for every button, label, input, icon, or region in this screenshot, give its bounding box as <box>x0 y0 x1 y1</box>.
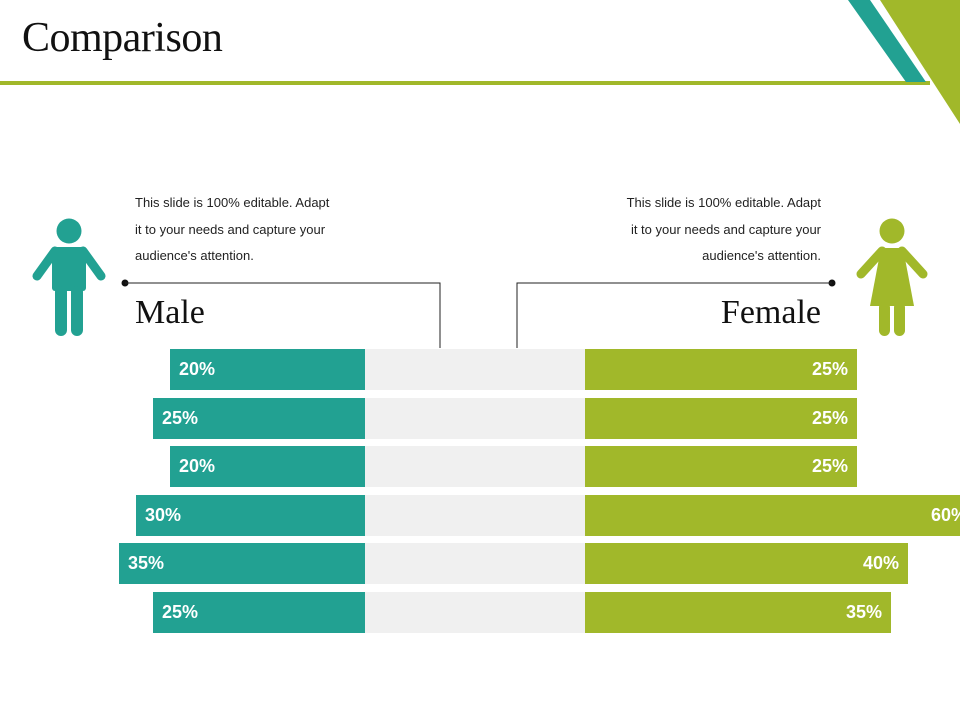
corner-green-triangle <box>880 0 960 124</box>
male-description: This slide is 100% editable. Adapt it to… <box>135 190 375 270</box>
right-connector-line <box>516 282 832 348</box>
male-heading: Male <box>135 294 205 331</box>
female-bar: 25% <box>585 349 857 390</box>
center-track <box>365 495 585 536</box>
female-description-line: it to your needs and capture your <box>630 221 821 237</box>
female-description: This slide is 100% editable. Adapt it to… <box>581 190 821 270</box>
male-bar: 25% <box>153 592 365 633</box>
center-track <box>365 398 585 439</box>
female-bar-label: 40% <box>862 553 899 573</box>
center-track <box>365 349 585 390</box>
female-bar: 25% <box>585 398 857 439</box>
center-track <box>365 543 585 584</box>
female-description-line: This slide is 100% editable. Adapt <box>626 195 821 210</box>
male-bar: 30% <box>136 495 365 536</box>
male-bar-label: 25% <box>162 408 199 428</box>
male-bar: 20% <box>170 349 365 390</box>
male-bar-label: 20% <box>179 456 216 476</box>
female-bar-label: 25% <box>811 456 848 476</box>
center-track <box>365 446 585 487</box>
female-bar-label: 25% <box>811 408 848 428</box>
male-bar-label: 35% <box>128 553 165 573</box>
male-bar-label: 30% <box>145 505 182 525</box>
female-heading: Female <box>720 294 821 331</box>
female-bar-label: 25% <box>811 359 848 379</box>
male-bar-label: 20% <box>179 359 216 379</box>
male-description-line: This slide is 100% editable. Adapt <box>135 195 330 210</box>
female-bar: 40% <box>585 543 908 584</box>
page-title: Comparison <box>22 15 223 61</box>
male-bar: 35% <box>119 543 365 584</box>
female-bar: 35% <box>585 592 891 633</box>
male-bar-label: 25% <box>162 602 199 622</box>
female-bar: 25% <box>585 446 857 487</box>
female-bar-label: 60% <box>930 505 960 525</box>
male-person-icon <box>32 218 106 336</box>
left-connector-line <box>125 282 441 348</box>
corner-decoration <box>848 0 960 124</box>
male-description-line: audience's attention. <box>135 248 254 263</box>
female-bar-label: 35% <box>845 602 882 622</box>
title-underline <box>0 81 930 85</box>
center-track <box>365 592 585 633</box>
male-description-line: it to your needs and capture your <box>135 221 326 237</box>
female-person-icon <box>856 218 928 336</box>
male-bar: 25% <box>153 398 365 439</box>
corner-teal-strip <box>848 0 926 82</box>
female-bar: 60% <box>585 495 960 536</box>
female-description-line: audience's attention. <box>702 248 821 263</box>
male-bar: 20% <box>170 446 365 487</box>
